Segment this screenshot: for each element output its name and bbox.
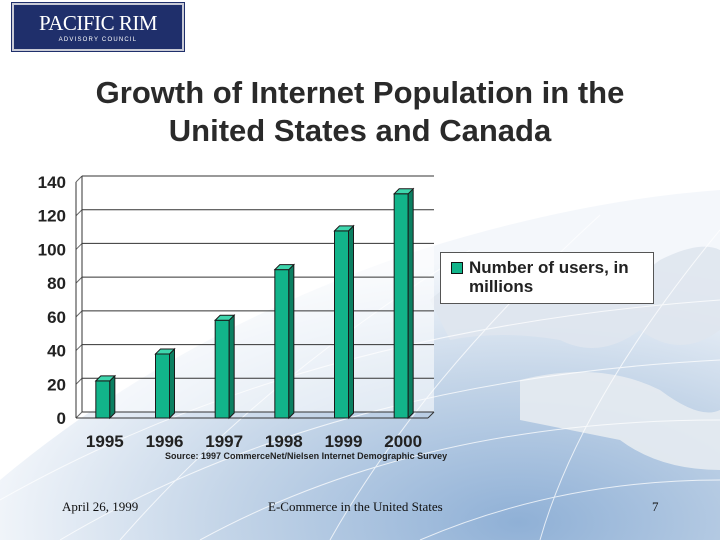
grid-lines <box>75 175 435 419</box>
bar-side-1998 <box>288 263 295 420</box>
page-number: 7 <box>652 499 659 514</box>
bar-top-1997 <box>213 314 236 321</box>
bar-side-2000 <box>407 187 414 420</box>
logo-subtitle: ADVISORY COUNCIL <box>58 37 138 43</box>
grid-line-diagonal <box>75 209 83 217</box>
bar-1999 <box>334 230 349 419</box>
x-tick-label: 2000 <box>384 432 422 451</box>
bar-1996 <box>155 353 170 419</box>
y-tick-label: 120 <box>38 207 66 226</box>
y-tick-label: 60 <box>47 308 66 327</box>
title-line-1: Growth of Internet Population in the <box>95 75 625 110</box>
plot-wall <box>82 176 434 412</box>
x-axis-diagonal <box>427 411 435 419</box>
bar-2000 <box>393 193 409 419</box>
bar-1995 <box>95 380 111 419</box>
bar-side-1997 <box>228 314 235 420</box>
y-tick-label: 20 <box>47 375 66 394</box>
grid-line-diagonal <box>75 411 83 419</box>
y-tick-label: 140 <box>38 173 66 192</box>
legend-label: Number of users, in millions <box>469 258 629 296</box>
grid-line-diagonal <box>75 377 83 385</box>
source-note: Source: 1997 CommerceNet/Nielsen Interne… <box>165 451 448 461</box>
bar-top-1995 <box>94 375 117 382</box>
x-tick-label: 1997 <box>205 432 243 451</box>
grid-line-diagonal <box>75 175 83 183</box>
y-tick-label: 80 <box>47 274 66 293</box>
y-tick-label: 0 <box>57 409 66 428</box>
footer-title: E-Commerce in the United States <box>268 499 443 514</box>
footer-date: April 26, 1999 <box>62 499 139 514</box>
bar-top-1999 <box>333 225 355 232</box>
bar-top-2000 <box>392 188 415 195</box>
title-line-2: United States and Canada <box>168 113 552 148</box>
bars <box>94 187 415 420</box>
grid-line-diagonal <box>75 344 83 351</box>
x-tick-label: 1995 <box>86 432 124 451</box>
y-tick-label: 40 <box>47 342 66 361</box>
logo-name: PACIFIC RIM <box>38 11 158 35</box>
slide-title: Growth of Internet Population in the Uni… <box>0 74 720 150</box>
bar-top-1998 <box>273 264 296 271</box>
bar-1997 <box>214 319 230 419</box>
x-tick-label: 1999 <box>325 432 363 451</box>
grid-line-diagonal <box>75 310 83 318</box>
grid-line-diagonal <box>75 243 83 250</box>
bar-1998 <box>274 269 290 419</box>
bar-side-1995 <box>109 374 116 420</box>
legend: Number of users, in millions <box>440 252 654 304</box>
bar-side-1996 <box>169 347 175 420</box>
bar-top-1996 <box>154 348 176 355</box>
bar-side-1999 <box>348 224 354 420</box>
x-tick-label: 1998 <box>265 432 303 451</box>
grid-line-diagonal <box>75 276 83 284</box>
x-tick-label: 1996 <box>146 432 184 451</box>
y-tick-label: 100 <box>38 240 66 259</box>
legend-swatch <box>451 262 463 274</box>
y-tick-labels: 0 20 40 60 80 100 120 140 <box>38 173 66 428</box>
pacific-rim-logo: PACIFIC RIM ADVISORY COUNCIL <box>12 3 184 51</box>
x-tick-labels: 1995 1996 1997 1998 1999 2000 <box>86 432 422 451</box>
